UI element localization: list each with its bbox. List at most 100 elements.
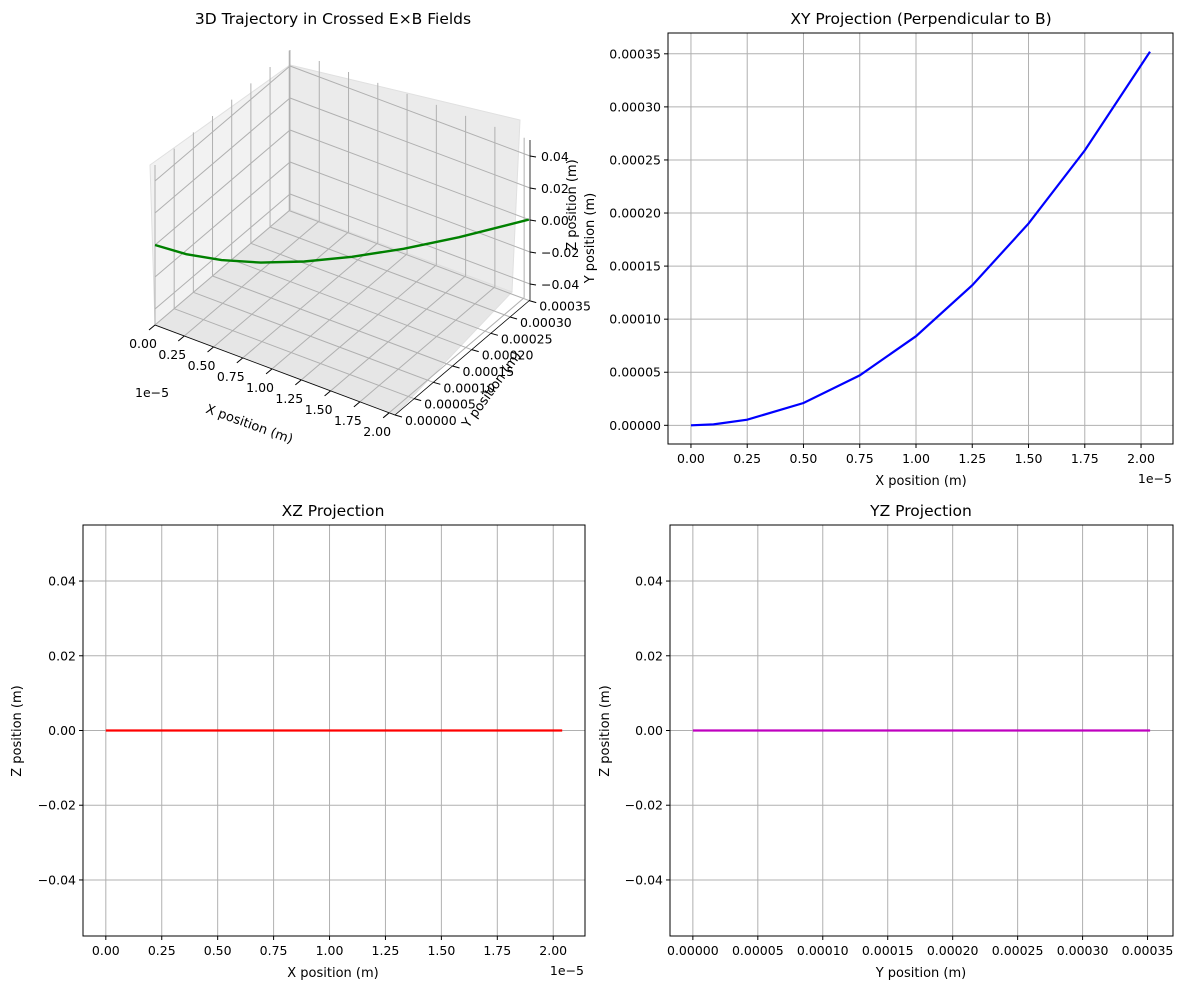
panel-3d-z-tick-label: 0.02: [541, 181, 569, 196]
panel-3d-title: 3D Trajectory in Crossed E×B Fields: [195, 10, 471, 28]
panel-3d-z-ticks: −0.04 −0.02 0.00 0.02 0.04: [529, 140, 579, 300]
panel-3d-y-tick-mark: [394, 414, 403, 418]
panel-3d-z-tick-label: 0.00: [541, 213, 569, 228]
panel-xz-x-tick-label: 0.00: [92, 943, 120, 958]
panel-3d-grid: [154, 50, 531, 416]
panel-yz-x-tick-label: 0.00035: [1122, 943, 1174, 958]
panel-xz: XZ Projection X position (m) Z position …: [10, 502, 586, 981]
panel-xy-x-tick-label: 0.50: [790, 451, 818, 466]
panel-3d-y-tick-mark: [452, 365, 460, 369]
panel-yz-x-tick-label: 0.00005: [732, 943, 784, 958]
panel-xz-x-tick-label: 2.00: [539, 943, 567, 958]
panel-3d-x-tick-label: 0.25: [158, 347, 186, 362]
panel-3d-x-tick-label: 0.75: [217, 369, 245, 384]
panel-xy-x-offset: 1e−5: [1138, 471, 1172, 486]
panel-yz-y-tick-label: 0.02: [635, 648, 663, 663]
panel-3d-y-tick-mark: [490, 332, 499, 336]
panel-xz-y-tick-label: −0.02: [38, 798, 76, 813]
panel-3d-z-gridline-left: [154, 193, 291, 310]
panel-xy-x-tick-label: 1.75: [1071, 451, 1099, 466]
panel-3d-z-tick-mark: [529, 219, 537, 222]
panel-3d-z-tick-mark: [529, 187, 537, 190]
panel-xy-y-tick-label: 0.00005: [609, 365, 661, 380]
panel-xz-y-label: Z position (m): [10, 685, 25, 776]
panel-3d-x-gridline-floor: [271, 253, 408, 370]
panel-xz-frame: [82, 524, 586, 937]
panel-3d-x-ticks: 0.000.250.500.751.001.251.501.752.00: [129, 324, 396, 439]
panel-3d-z-tick-mark: [529, 251, 537, 254]
panel-xy-y-tick-label: 0.00035: [609, 46, 661, 61]
panel-xz-x-tick-label: 0.25: [148, 943, 176, 958]
panel-yz-x-tick-label: 0.00015: [862, 943, 914, 958]
panel-3d-x-tick-mark: [148, 324, 156, 331]
panel-3d-x-tick-label: 1.50: [305, 402, 333, 417]
panel-xy-x-tick-label: 1.25: [958, 451, 986, 466]
panel-3d-series: [154, 218, 530, 264]
panel-yz-y-tick-label: −0.04: [625, 872, 663, 887]
panel-yz-x-label: Y position (m): [875, 966, 967, 981]
panel-yz-y-tick-label: 0.04: [635, 574, 663, 589]
panel-xy-x-label: X position (m): [875, 474, 966, 489]
panel-xy-x-tick-label: 1.50: [1015, 451, 1043, 466]
panel-3d-x-tick-label: 1.25: [275, 391, 303, 406]
panel-3d-y-tick-mark: [509, 316, 518, 320]
panel-3d-x-offset: 1e−5: [135, 385, 169, 400]
panel-3d-z-gridline-back: [289, 161, 531, 253]
panel-3d-z-tick-mark: [529, 283, 537, 286]
panel-3d-z-gridline-back: [289, 97, 531, 189]
panel-3d-y-gridline-floor: [269, 226, 511, 318]
panel-yz-y-label: Z position (m): [598, 685, 613, 776]
panel-3d-y-tick-mark: [433, 381, 441, 385]
panel-3d-z-gridline-left: [154, 65, 291, 182]
panel-3d-y-tick-mark: [471, 349, 479, 353]
panel-3d-y-gridline-floor: [231, 259, 472, 351]
panel-3d-z-tick-mark: [529, 155, 537, 158]
panel-xz-x-tick-label: 0.75: [260, 943, 288, 958]
panel-3d-x-tick-mark: [207, 346, 214, 353]
panel-xz-y-tick-label: −0.04: [38, 872, 76, 887]
panel-xy-y-label: Y position (m): [583, 193, 598, 285]
panel-3d-y-tick-label: 0.00035: [539, 299, 591, 314]
panel-xz-title: XZ Projection: [282, 502, 385, 520]
panel-3d-y-tick-label: 0.00000: [405, 413, 457, 428]
panel-3d-x-axis: [154, 324, 396, 416]
panel-3d-z-gridline-back: [289, 193, 531, 285]
panel-3d-x-gridline-floor: [154, 209, 291, 326]
panel-xz-x-tick-label: 1.50: [427, 943, 455, 958]
panel-3d-z-gridline-back: [289, 65, 531, 157]
panel-3d-z-tick-label: 0.04: [541, 149, 569, 164]
panel-3d-y-axis: [394, 299, 531, 416]
panel-xy-y-tick-label: 0.00020: [609, 206, 661, 221]
panel-3d-x-gridline-floor: [330, 275, 466, 392]
panel-xy-x-tick-label: 1.00: [902, 451, 930, 466]
panel-3d-x-gridline-floor: [213, 231, 349, 348]
panel-xy-x-tick-label: 2.00: [1127, 451, 1155, 466]
panel-3d-series-line: [154, 218, 530, 264]
panel-yz-frame: [669, 524, 1174, 937]
panel-xy-x-tick-label: 0.00: [677, 451, 705, 466]
panel-3d-x-gridline-floor: [359, 286, 496, 403]
panel-yz-x-tick-label: 0.00020: [927, 943, 979, 958]
panel-3d-x-gridline-floor: [388, 297, 525, 414]
panel-3d-z-gridline-left: [154, 161, 291, 278]
panel-3d-y-tick-label: 0.00010: [443, 380, 495, 395]
panel-3d-x-tick-mark: [177, 335, 185, 342]
panel-3d-x-tick-label: 1.75: [334, 413, 362, 428]
panel-xz-y-tick-label: 0.04: [48, 574, 76, 589]
panel-xy-y-tick-label: 0.00025: [609, 152, 661, 167]
panel-xz-x-tick-label: 1.25: [372, 943, 400, 958]
panel-3d-x-tick-mark: [265, 368, 273, 375]
panel-3d-y-tick-label: 0.00005: [424, 397, 476, 412]
panel-xz-x-label: X position (m): [287, 966, 378, 981]
panel-xy-series-line: [690, 51, 1151, 427]
panel-3d-x-tick-label: 0.00: [129, 336, 157, 351]
panel-3d-z-gridline-left: [154, 129, 291, 246]
panel-yz: YZ Projection Y position (m) Z position …: [598, 502, 1174, 981]
panel-yz-title: YZ Projection: [869, 502, 972, 520]
panel-3d-x-tick-mark: [353, 401, 361, 408]
panel-3d-x-tick-mark: [295, 379, 302, 386]
panel-xy-x-tick-label: 0.75: [846, 451, 874, 466]
panel-xz-x-tick-label: 1.75: [483, 943, 511, 958]
panel-yz-x-tick-label: 0.00025: [992, 943, 1044, 958]
